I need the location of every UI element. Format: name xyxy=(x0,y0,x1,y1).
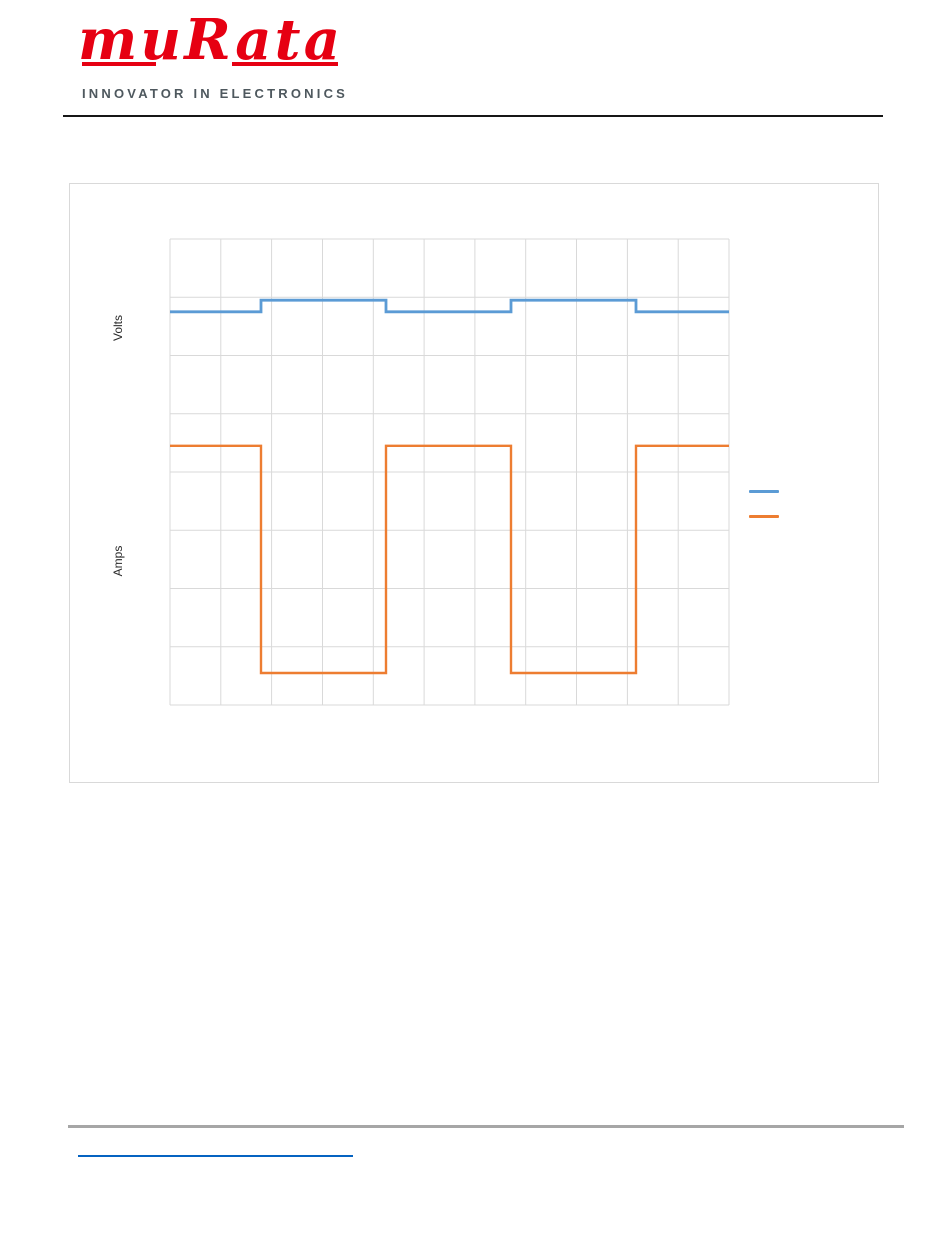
plot-grid xyxy=(169,238,730,706)
waveform-plot xyxy=(169,238,730,706)
logo-tagline: INNOVATOR IN ELECTRONICS xyxy=(82,86,349,101)
amps-axis-label: Amps xyxy=(111,545,125,577)
chart-legend xyxy=(749,490,789,522)
footer-divider xyxy=(68,1125,904,1128)
murata-logo-image: muRata xyxy=(78,7,340,73)
chart-container: Volts Amps xyxy=(69,183,879,783)
murata-logo: muRata xyxy=(76,6,346,76)
legend-line-volts xyxy=(749,490,779,493)
legend-line-amps xyxy=(749,515,779,518)
volts-axis-label: Volts xyxy=(111,315,125,342)
volts-trace xyxy=(170,298,729,314)
amps-trace xyxy=(170,444,729,675)
footer-link-underline[interactable] xyxy=(78,1155,353,1157)
header-divider xyxy=(63,115,883,117)
